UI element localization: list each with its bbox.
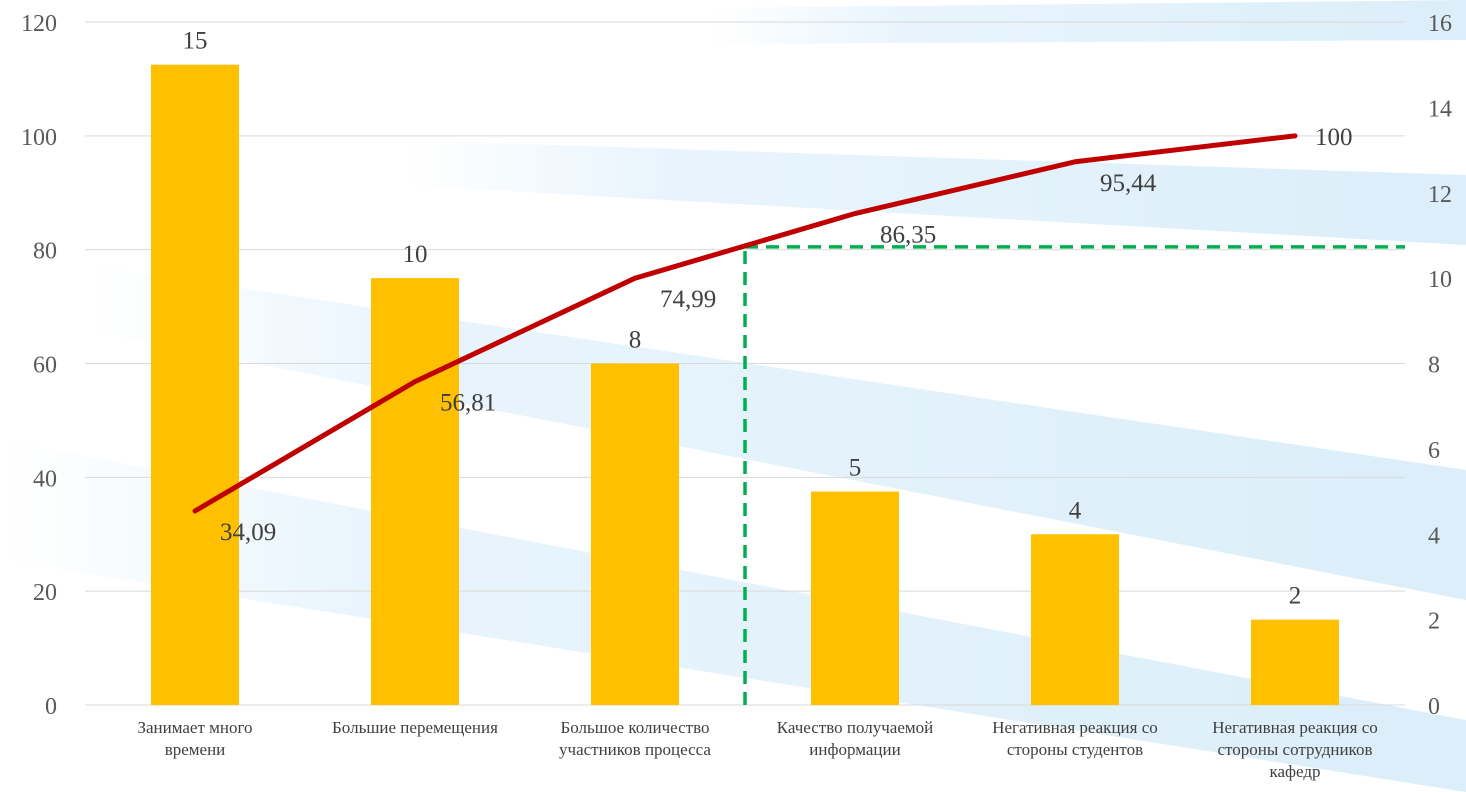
data-labels: 15 10 8 5 4 2 34,09 56,81 74,99 86,35 95,44 100	[183, 28, 1353, 610]
background-band	[400, 140, 1466, 245]
bar	[811, 491, 899, 705]
category-label-line: стороны сотрудников	[1218, 740, 1373, 759]
right-y-tick-label: 8	[1428, 353, 1440, 379]
bar	[151, 64, 239, 705]
right-y-tick-label: 14	[1428, 96, 1452, 122]
category-label-line: Качество получаемой	[777, 718, 934, 737]
left-y-tick-label: 120	[21, 11, 57, 37]
right-y-tick-label: 0	[1428, 694, 1440, 720]
right-y-tick-label: 10	[1428, 267, 1452, 293]
line-value-label: 100	[1315, 124, 1353, 151]
line-value-label: 74,99	[660, 286, 716, 313]
left-y-tick-label: 100	[21, 125, 57, 151]
left-y-tick-label: 0	[45, 694, 57, 720]
category-label: Негативная реакция со стороны студентов	[992, 718, 1158, 759]
bar-value-label: 15	[183, 28, 208, 55]
category-label-line: Большое количество	[560, 718, 709, 737]
right-y-tick-label: 4	[1428, 523, 1440, 549]
left-y-tick-label: 20	[33, 580, 57, 606]
category-label: Качество получаемой информации	[777, 718, 934, 759]
category-label-line: кафедр	[1269, 762, 1320, 781]
bar-value-label: 2	[1289, 583, 1302, 610]
category-label-line: участников процесса	[559, 740, 711, 759]
bar-value-label: 8	[629, 327, 642, 354]
line-value-label: 34,09	[220, 519, 276, 546]
bar	[371, 278, 459, 705]
category-label-line: стороны студентов	[1007, 740, 1143, 759]
line-value-label: 56,81	[440, 390, 496, 417]
cumulative-line-series	[192, 133, 1298, 514]
right-y-tick-label: 2	[1428, 609, 1440, 635]
right-y-axis-ticks: 0 2 4 6 8 10 12 14 16	[1428, 11, 1452, 720]
category-label-line: Негативная реакция со	[1212, 718, 1378, 737]
threshold-lines	[743, 245, 1405, 705]
bar	[1031, 534, 1119, 705]
bar-value-label: 10	[403, 241, 428, 268]
bar	[1251, 619, 1339, 705]
bar	[591, 363, 679, 705]
line-value-label: 86,35	[880, 222, 936, 249]
category-label-line: Занимает много	[137, 718, 252, 737]
bar-value-label: 4	[1069, 497, 1082, 524]
category-label-line: Большие перемещения	[332, 718, 498, 737]
category-label: Негативная реакция со стороны сотрудников…	[1212, 718, 1378, 781]
right-y-tick-label: 12	[1428, 182, 1452, 208]
category-label: Занимает много времени	[137, 718, 252, 759]
cumulative-line	[192, 133, 1298, 514]
category-label-line: времени	[165, 740, 226, 759]
category-label: Большое количество участников процесса	[559, 718, 711, 759]
category-label: Большие перемещения	[332, 718, 498, 737]
left-y-tick-label: 40	[33, 466, 57, 492]
x-axis-categories: Занимает много времени Большие перемещения…	[137, 718, 1377, 781]
right-y-tick-label: 6	[1428, 438, 1440, 464]
line-value-label: 95,44	[1100, 170, 1157, 197]
right-y-tick-label: 16	[1428, 11, 1452, 37]
category-label-line: Негативная реакция со	[992, 718, 1158, 737]
bar-series	[151, 64, 1339, 705]
left-y-tick-label: 60	[33, 353, 57, 379]
bar-value-label: 5	[849, 455, 862, 482]
left-y-tick-label: 80	[33, 239, 57, 265]
category-label-line: информации	[809, 740, 900, 759]
left-y-axis-ticks: 0 20 40 60 80 100 120	[21, 11, 57, 720]
